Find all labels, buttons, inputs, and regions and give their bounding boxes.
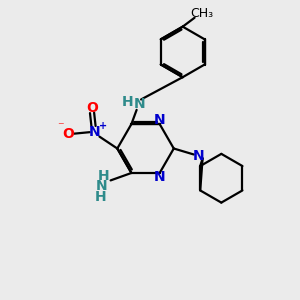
Text: N: N <box>154 112 166 127</box>
Text: N: N <box>89 125 101 139</box>
Text: +: + <box>99 121 107 130</box>
Text: CH₃: CH₃ <box>190 7 214 20</box>
Text: N: N <box>154 170 166 184</box>
Text: O: O <box>86 101 98 116</box>
Text: H: H <box>98 169 109 183</box>
Text: N: N <box>193 149 205 163</box>
Text: O: O <box>62 127 74 141</box>
Text: ⁻: ⁻ <box>58 120 64 133</box>
Text: N: N <box>134 97 146 111</box>
Text: H: H <box>94 190 106 204</box>
Text: H: H <box>122 95 134 110</box>
Text: N: N <box>96 179 107 193</box>
